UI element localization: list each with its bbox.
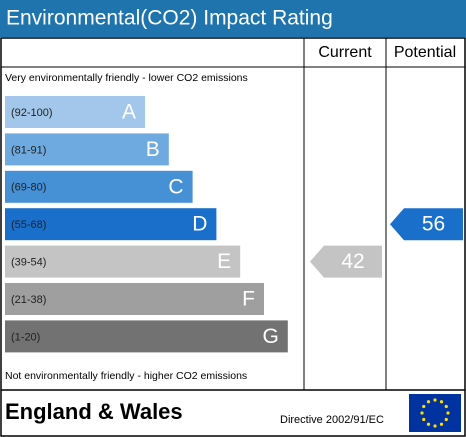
band-letter: F [242,288,255,311]
band-letter: E [217,250,231,273]
flag-star [433,398,437,402]
rating-value: 42 [341,250,364,273]
flag-star [439,422,444,426]
directive: Directive 2002/91/EC [280,414,384,426]
flag-star [444,404,448,409]
band-bar [5,96,145,128]
band-bar [5,320,288,353]
band-range: (21-38) [11,294,46,306]
band-range: (1-20) [11,331,40,343]
band-letter: A [122,101,136,124]
flag-star [426,422,431,426]
band-range: (81-91) [11,144,46,156]
frame [0,37,466,437]
flag-star [433,424,437,428]
band-letter: D [192,213,207,236]
eu-flag [409,394,461,432]
band-bar [5,245,241,278]
flag-star [446,411,450,415]
band-bar [5,133,169,166]
rating-arrow [390,208,463,241]
bands: (92-100) A (81-91) B (69-80) C (55-68) D (39-54)… [5,96,288,353]
flag-star [439,400,444,404]
column-header: Potential [394,44,456,61]
band-bar [5,170,193,203]
flag-star [420,411,424,415]
band-bar [5,283,264,315]
band-letter: C [168,175,183,198]
flag-star [422,404,426,409]
band-letter: G [262,325,278,348]
rating-arrow [310,245,382,278]
flag-star [426,400,431,404]
band-letter: B [146,138,160,161]
band-range: (55-68) [11,219,46,231]
arrows: 42 56 [310,208,463,278]
title-bar [0,0,466,37]
band-range: (69-80) [11,182,46,194]
rating-value: 56 [422,213,445,236]
column-header: Current [318,44,372,61]
flag-star [422,417,426,422]
flag-star [444,417,448,422]
title: Environmental(CO2) Impact Rating [6,7,333,30]
band-range: (39-54) [11,257,46,269]
region: England & Wales [5,399,183,424]
top-note: Very environmentally friendly - lower CO… [5,72,248,84]
band-range: (92-100) [11,107,53,119]
band-bar [5,208,217,241]
bottom-note: Not environmentally friendly - higher CO… [5,370,247,382]
